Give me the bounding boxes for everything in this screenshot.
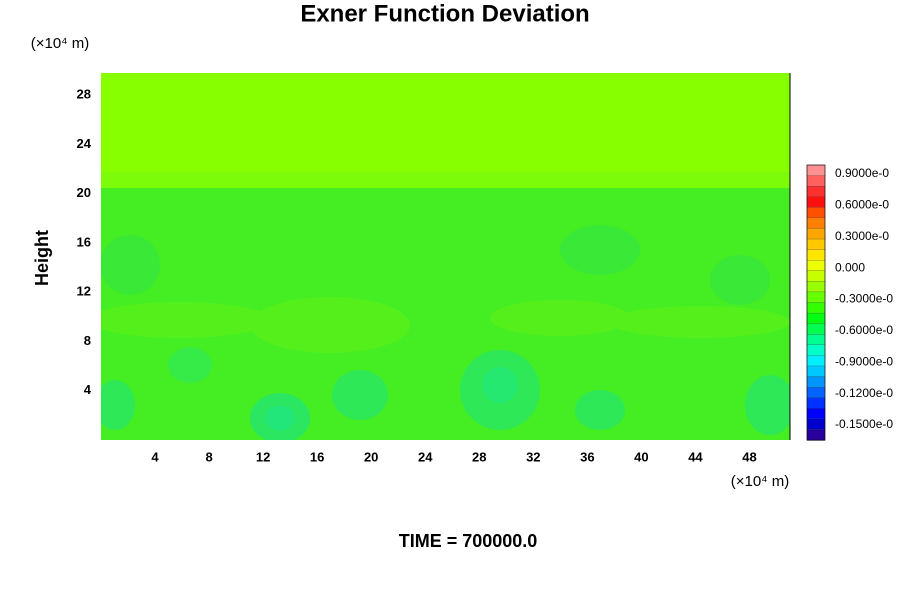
colorbar-band [806, 186, 826, 198]
colorbar-band [806, 397, 826, 409]
colorbar-label: -0.3000e-0 [835, 292, 893, 306]
colorbar-band [806, 228, 826, 240]
x-tick-label: 40 [634, 449, 648, 464]
x-tick-label: 4 [151, 449, 159, 464]
x-tick-label: 16 [310, 449, 324, 464]
y-tick-label: 20 [77, 185, 91, 200]
y-tick-label: 8 [84, 333, 91, 348]
x-tick-label: 44 [688, 449, 703, 464]
colorbar-band [806, 260, 826, 272]
colorbar-label: -0.1200e-0 [835, 386, 893, 400]
colorbar-band [806, 175, 826, 187]
x-tick-label: 48 [742, 449, 756, 464]
colorbar-label: 0.3000e-0 [835, 229, 889, 243]
colorbar-band [806, 386, 826, 399]
colorbar-label: -0.9000e-0 [835, 354, 893, 368]
footer-time: TIME = 700000.0 [399, 531, 538, 551]
colorbar-band [806, 312, 826, 325]
y-tick-label: 12 [77, 284, 91, 299]
colorbar-band [806, 238, 826, 251]
colorbar-band [806, 217, 826, 230]
y-axis-label: Height [32, 230, 52, 286]
colorbar-label: 0.000 [835, 260, 865, 274]
colorbar-band [806, 344, 826, 357]
y-tick-label: 4 [84, 382, 92, 397]
x-tick-label: 20 [364, 449, 378, 464]
x-tick-label: 32 [526, 449, 540, 464]
colorbar-label: -0.1500e-0 [835, 417, 893, 431]
x-tick-label: 28 [472, 449, 486, 464]
contour-field [101, 73, 790, 440]
colorbar-band [806, 207, 826, 219]
colorbar-band [806, 355, 826, 367]
colorbar-band [806, 334, 826, 346]
y-tick-label: 28 [77, 87, 91, 102]
chart-title: Exner Function Deviation [300, 0, 589, 27]
colorbar-label: 0.6000e-0 [835, 198, 889, 212]
colorbar-label: -0.6000e-0 [835, 323, 893, 337]
colorbar-band [806, 164, 826, 177]
colorbar-label: 0.9000e-0 [835, 166, 889, 180]
colorbar-band [806, 365, 826, 378]
colorbar-band [806, 323, 826, 335]
colorbar-band [806, 302, 826, 314]
colorbar-band [806, 249, 826, 261]
x-tick-label: 36 [580, 449, 594, 464]
colorbar-band [806, 196, 826, 208]
colorbar-band [806, 270, 826, 282]
y-tick-label: 16 [77, 234, 91, 249]
colorbar-band [806, 429, 826, 441]
y-unit: (×10⁴ m) [31, 35, 90, 52]
colorbar-band [806, 376, 826, 388]
x-tick-label: 12 [256, 449, 270, 464]
colorbar-band [806, 418, 826, 431]
x-tick-label: 8 [205, 449, 212, 464]
colorbar-band [806, 291, 826, 304]
x-tick-label: 24 [418, 449, 433, 464]
y-tick-label: 24 [77, 136, 92, 151]
x-unit: (×10⁴ m) [731, 473, 790, 490]
colorbar-frame [806, 164, 826, 441]
colorbar-band [806, 281, 826, 293]
colorbar-band [806, 408, 826, 420]
